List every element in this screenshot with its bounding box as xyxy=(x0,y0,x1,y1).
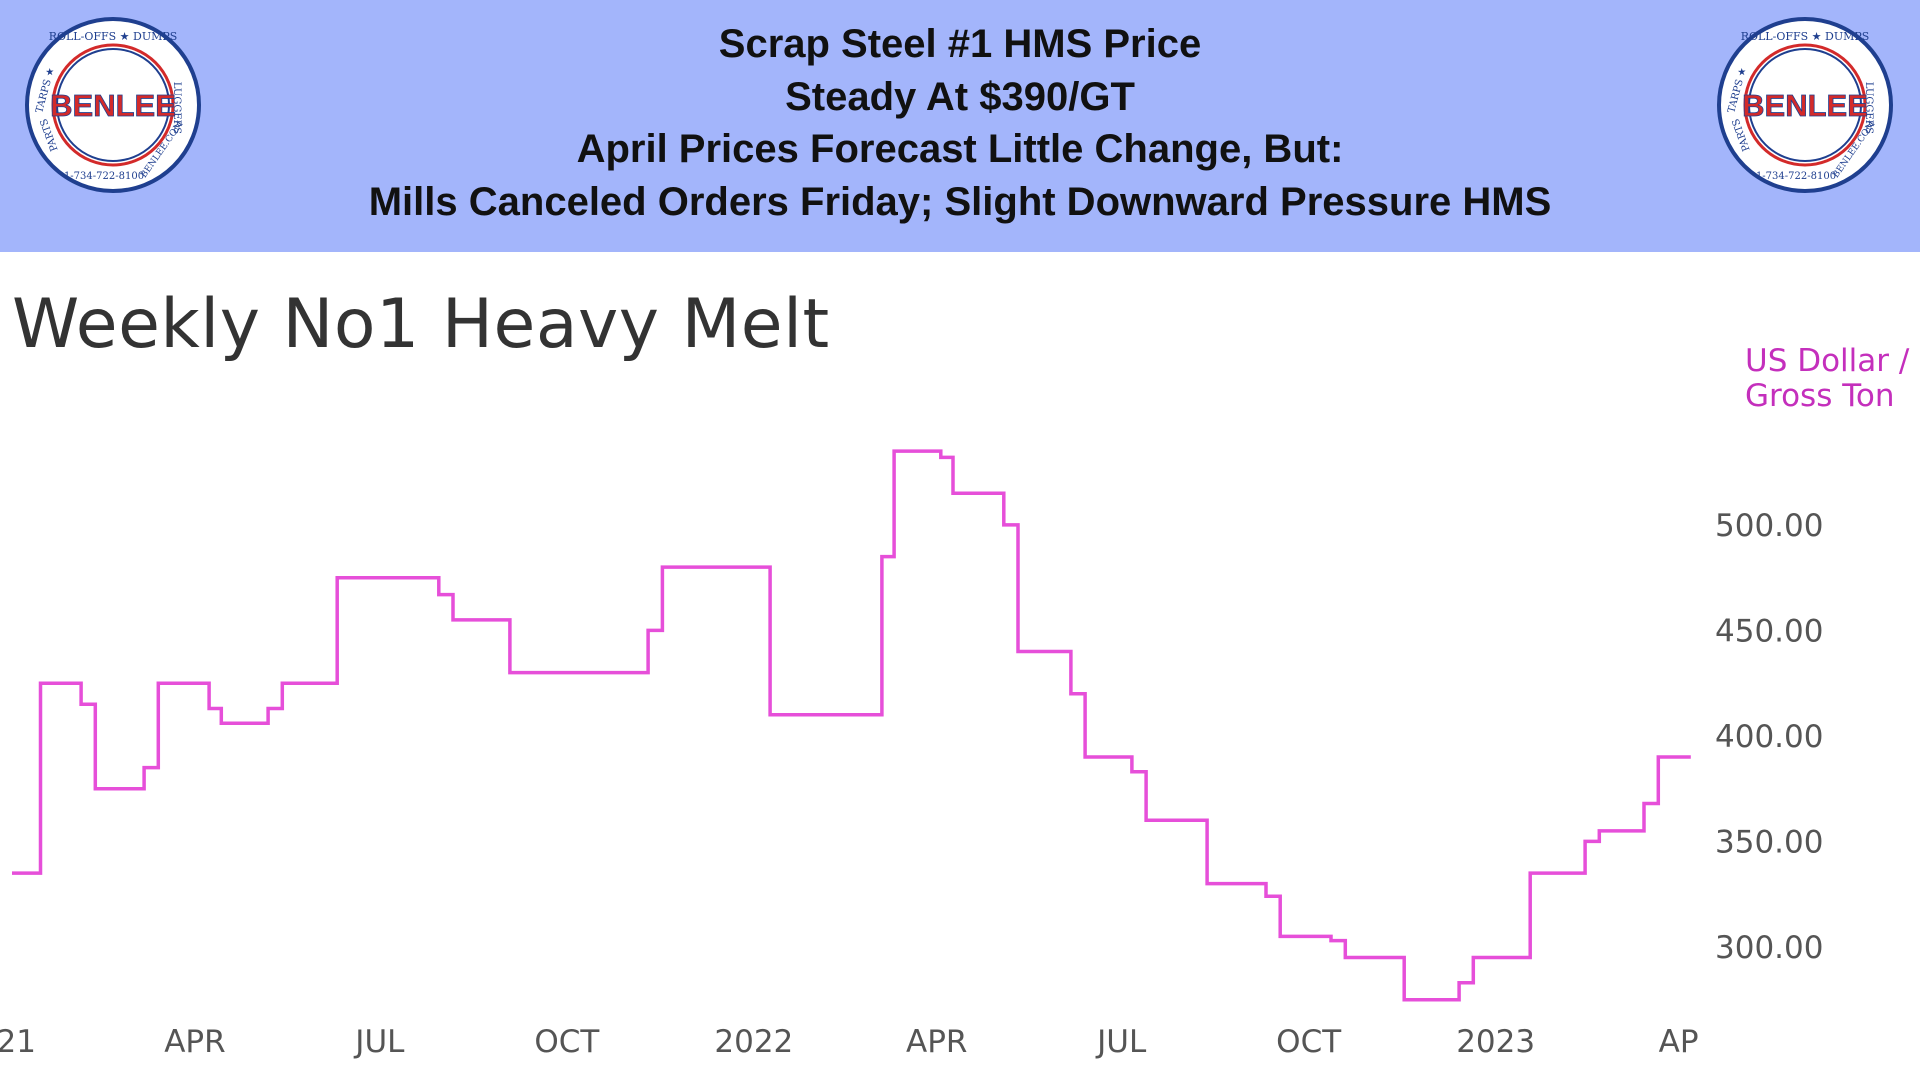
y-axis-unit-label: US Dollar / Gross Ton xyxy=(1745,344,1915,414)
y-tick-label: 300.00 xyxy=(1715,930,1823,966)
x-tick-label: APR xyxy=(906,1024,967,1060)
headline-line-3: April Prices Forecast Little Change, But… xyxy=(576,127,1344,171)
x-tick-label: OCT xyxy=(534,1024,600,1060)
benlee-logo: ROLL-OFFS ★ DUMPS LUGGERS TARPS ★ PARTS … xyxy=(25,17,201,193)
headline-line-4: Mills Canceled Orders Friday; Slight Dow… xyxy=(368,179,1552,224)
headline-line-2: Steady At $390/GT xyxy=(785,74,1135,119)
benlee-logo-right: ROLL-OFFS ★ DUMPS LUGGERS TARPS ★ PARTS … xyxy=(1717,17,1893,193)
x-tick-label: 2023 xyxy=(1456,1024,1535,1060)
x-tick-label: JUL xyxy=(353,1024,405,1060)
x-tick-label: APR xyxy=(164,1024,225,1060)
logo-ring-text-top: ROLL-OFFS ★ DUMPS xyxy=(1741,30,1870,43)
logo-ring-text-bottom: 1-734-722-8100 xyxy=(64,171,144,182)
logo-ring-text-bottom: 1-734-722-8100 xyxy=(1756,171,1836,182)
y-axis-unit-line-1: US Dollar / xyxy=(1745,343,1910,379)
chart-title: Weekly No1 Heavy Melt xyxy=(12,285,830,364)
y-tick-label: 450.00 xyxy=(1715,613,1823,649)
header-banner: ROLL-OFFS ★ DUMPS LUGGERS TARPS ★ PARTS … xyxy=(0,0,1920,252)
y-tick-label: 350.00 xyxy=(1715,824,1823,860)
x-tick-label: JUL xyxy=(1095,1024,1147,1060)
x-tick-label: OCT xyxy=(1276,1024,1342,1060)
x-tick-label: AP xyxy=(1659,1024,1699,1060)
logo-ring-text-right: LUGGERS xyxy=(1863,82,1874,134)
logo-brand-text: BENLEE xyxy=(1742,88,1868,123)
y-axis-unit-line-2: Gross Ton xyxy=(1745,378,1895,414)
headline: Scrap Steel #1 HMS Price Steady At $390/… xyxy=(250,18,1670,228)
headline-line-1: Scrap Steel #1 HMS Price xyxy=(718,22,1202,66)
x-tick-label: '21 xyxy=(0,1024,36,1060)
logo-ring-text-right: LUGGERS xyxy=(171,82,182,134)
logo-ring-text-top: ROLL-OFFS ★ DUMPS xyxy=(49,30,178,43)
y-tick-label: 400.00 xyxy=(1715,719,1823,755)
price-series-line xyxy=(12,449,1691,1002)
y-tick-label: 500.00 xyxy=(1715,508,1823,544)
logo-brand-text: BENLEE xyxy=(50,88,176,123)
x-tick-label: 2022 xyxy=(714,1024,793,1060)
